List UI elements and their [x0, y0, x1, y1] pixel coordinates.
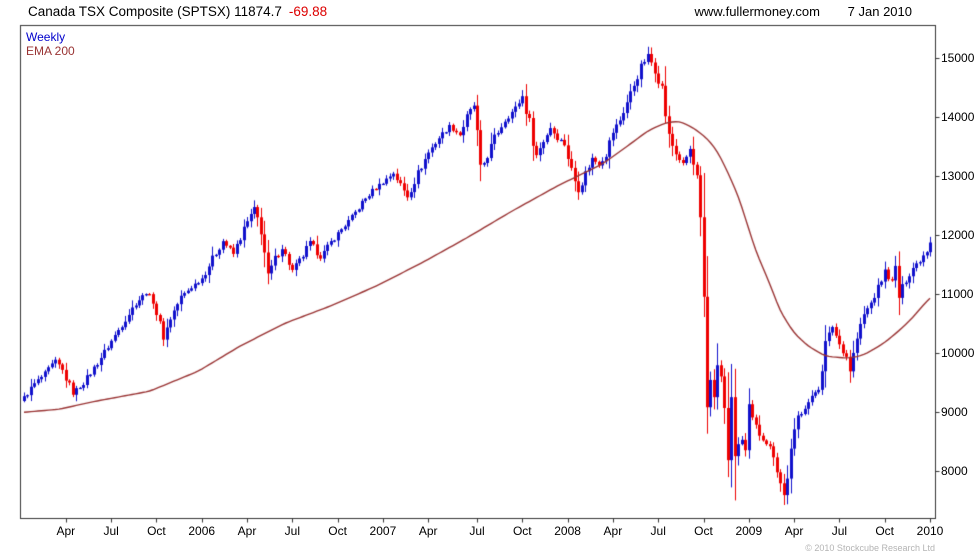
- y-axis-label: 13000: [941, 169, 975, 184]
- x-axis-label: 2008: [554, 524, 581, 538]
- instrument-title: Canada TSX Composite (SPTSX) 11874.7 -69.…: [28, 4, 327, 19]
- price-change: -69.88: [288, 4, 328, 19]
- y-axis-label: 10000: [941, 346, 975, 361]
- x-axis-label: Oct: [512, 524, 532, 538]
- y-axis-label: 14000: [941, 110, 975, 124]
- x-axis-label: Apr: [784, 524, 804, 538]
- x-axis-label: 2006: [188, 524, 216, 538]
- x-axis-label: 2007: [369, 524, 397, 538]
- instrument-name-price: Canada TSX Composite (SPTSX) 11874.7: [28, 4, 282, 19]
- x-axis-label: Jul: [469, 524, 485, 538]
- x-axis-label: Jul: [103, 524, 119, 538]
- x-axis-label: Apr: [56, 524, 76, 538]
- x-axis-label: Oct: [875, 524, 895, 538]
- x-axis-label: Oct: [328, 524, 347, 538]
- x-axis-label: Apr: [603, 524, 623, 538]
- y-axis-label: 12000: [941, 228, 975, 243]
- x-axis-label: 2009: [735, 524, 763, 538]
- timeframe-label: Weekly: [26, 30, 66, 44]
- copyright-text: © 2010 Stockcube Research Ltd: [805, 543, 935, 553]
- website-text: www.fullermoney.com: [694, 4, 820, 19]
- x-axis-label: Oct: [694, 524, 713, 538]
- x-axis-label: Jul: [831, 524, 848, 538]
- y-axis-label: 15000: [941, 50, 975, 65]
- y-axis-label: 11000: [941, 287, 974, 302]
- x-axis-label: Apr: [237, 524, 257, 538]
- chart-header: Canada TSX Composite (SPTSX) 11874.7 -69.…: [0, 0, 980, 22]
- y-axis-label: 8000: [941, 464, 968, 479]
- x-axis-label: Oct: [147, 524, 166, 538]
- x-axis-label: Jul: [650, 524, 666, 538]
- chart-date: 7 Jan 2010: [847, 4, 912, 19]
- x-axis-label: Jul: [284, 524, 300, 538]
- x-axis-label: Apr: [418, 524, 438, 538]
- y-axis-label: 9000: [941, 405, 968, 420]
- ema-legend-label: EMA 200: [26, 44, 75, 58]
- x-axis-label: 2010: [916, 524, 944, 538]
